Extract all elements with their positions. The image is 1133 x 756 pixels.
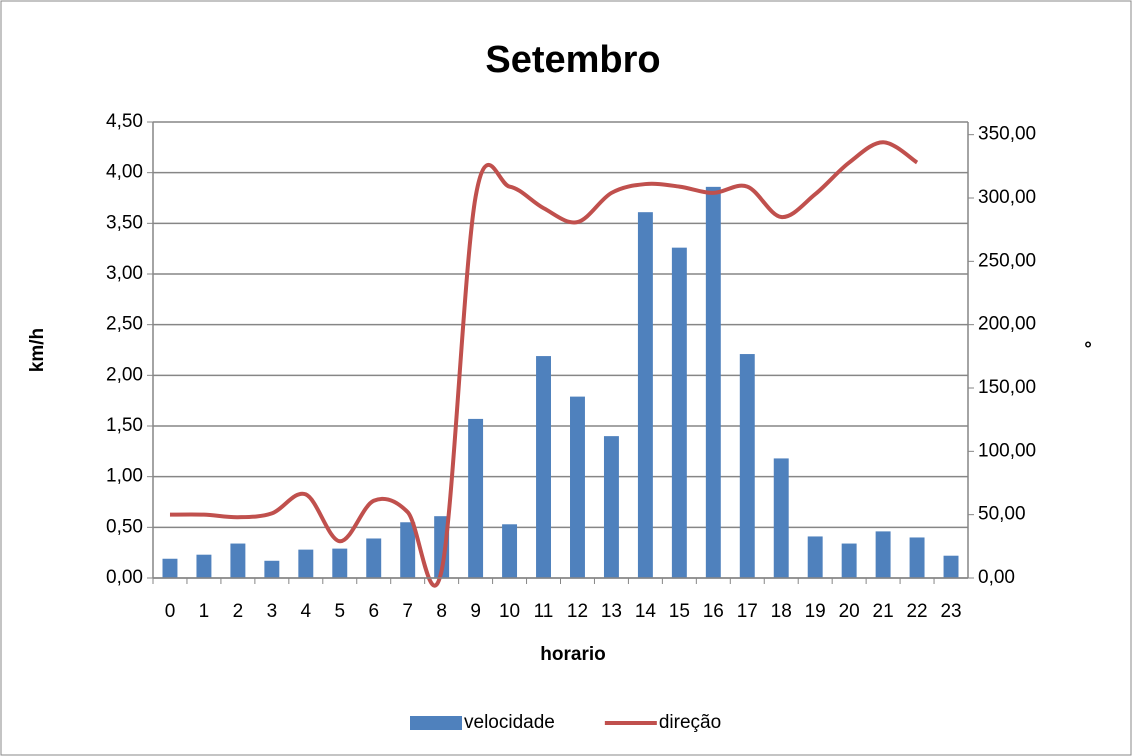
bar bbox=[230, 543, 246, 578]
bar bbox=[502, 524, 518, 578]
x-tick-label: 18 bbox=[771, 601, 792, 622]
x-tick-label: 16 bbox=[703, 601, 724, 622]
x-tick-label: 2 bbox=[233, 601, 244, 622]
bar bbox=[603, 436, 619, 578]
y-tick-label: 4,00 bbox=[106, 162, 143, 183]
bar bbox=[671, 247, 687, 579]
bar bbox=[773, 458, 789, 578]
y2-tick-label: 300,00 bbox=[978, 187, 1036, 208]
y2-tick-label: 0,00 bbox=[978, 567, 1015, 588]
y2-tick-label: 200,00 bbox=[978, 314, 1036, 335]
x-tick-label: 3 bbox=[267, 601, 278, 622]
bar bbox=[875, 531, 891, 578]
y2-axis-label: ° bbox=[1084, 339, 1092, 360]
x-tick-label: 15 bbox=[669, 601, 690, 622]
y-tick-label: 0,00 bbox=[106, 567, 143, 588]
bar bbox=[807, 536, 823, 578]
bar bbox=[332, 548, 348, 578]
x-tick-label: 22 bbox=[906, 601, 927, 622]
x-tick-label: 9 bbox=[470, 601, 481, 622]
x-tick-label: 0 bbox=[165, 601, 176, 622]
bar bbox=[264, 560, 280, 578]
y-tick-label: 2,50 bbox=[106, 314, 143, 335]
y2-tick-label: 50,00 bbox=[978, 504, 1026, 525]
x-tick-label: 5 bbox=[334, 601, 345, 622]
y-tick-label: 1,50 bbox=[106, 415, 143, 436]
x-tick-label: 6 bbox=[368, 601, 379, 622]
bar bbox=[570, 396, 585, 578]
bar bbox=[400, 522, 416, 578]
y2-tick-label: 100,00 bbox=[978, 440, 1036, 461]
chart-title: Setembro bbox=[485, 39, 660, 81]
x-tick-label: 20 bbox=[839, 601, 860, 622]
bar bbox=[943, 555, 959, 578]
legend-label: velocidade bbox=[464, 712, 555, 733]
bar bbox=[196, 554, 212, 578]
y2-tick-label: 350,00 bbox=[978, 124, 1036, 145]
bar bbox=[739, 354, 755, 578]
x-tick-label: 13 bbox=[601, 601, 622, 622]
bar bbox=[468, 418, 484, 578]
y-tick-label: 3,00 bbox=[106, 263, 143, 284]
y-tick-label: 0,50 bbox=[106, 516, 143, 537]
bar bbox=[536, 356, 551, 578]
legend-label: direção bbox=[659, 712, 721, 733]
x-tick-label: 23 bbox=[940, 601, 961, 622]
x-tick-label: 4 bbox=[301, 601, 312, 622]
bar bbox=[705, 186, 721, 578]
x-tick-label: 10 bbox=[499, 601, 520, 622]
x-tick-label: 19 bbox=[805, 601, 826, 622]
bar bbox=[366, 538, 382, 578]
x-tick-label: 1 bbox=[199, 601, 210, 622]
bar bbox=[298, 549, 314, 578]
bar bbox=[162, 558, 178, 578]
x-axis-label: horario bbox=[540, 644, 605, 665]
bar bbox=[637, 212, 653, 579]
y-tick-label: 1,00 bbox=[106, 466, 143, 487]
x-tick-label: 7 bbox=[402, 601, 413, 622]
legend-swatch bbox=[410, 716, 462, 730]
x-tick-label: 21 bbox=[873, 601, 894, 622]
y-tick-label: 3,50 bbox=[106, 212, 143, 233]
y2-tick-label: 250,00 bbox=[978, 250, 1036, 271]
y-tick-label: 4,50 bbox=[106, 111, 143, 132]
bar bbox=[841, 543, 857, 578]
y2-tick-label: 150,00 bbox=[978, 377, 1036, 398]
x-tick-label: 12 bbox=[567, 601, 588, 622]
y-tick-label: 2,00 bbox=[106, 364, 143, 385]
x-tick-label: 14 bbox=[635, 601, 657, 622]
y-axis-label: km/h bbox=[27, 328, 48, 372]
x-tick-label: 17 bbox=[737, 601, 758, 622]
bar bbox=[909, 537, 925, 578]
x-tick-label: 8 bbox=[436, 601, 447, 622]
line bbox=[169, 140, 919, 588]
x-tick-label: 11 bbox=[534, 601, 554, 622]
